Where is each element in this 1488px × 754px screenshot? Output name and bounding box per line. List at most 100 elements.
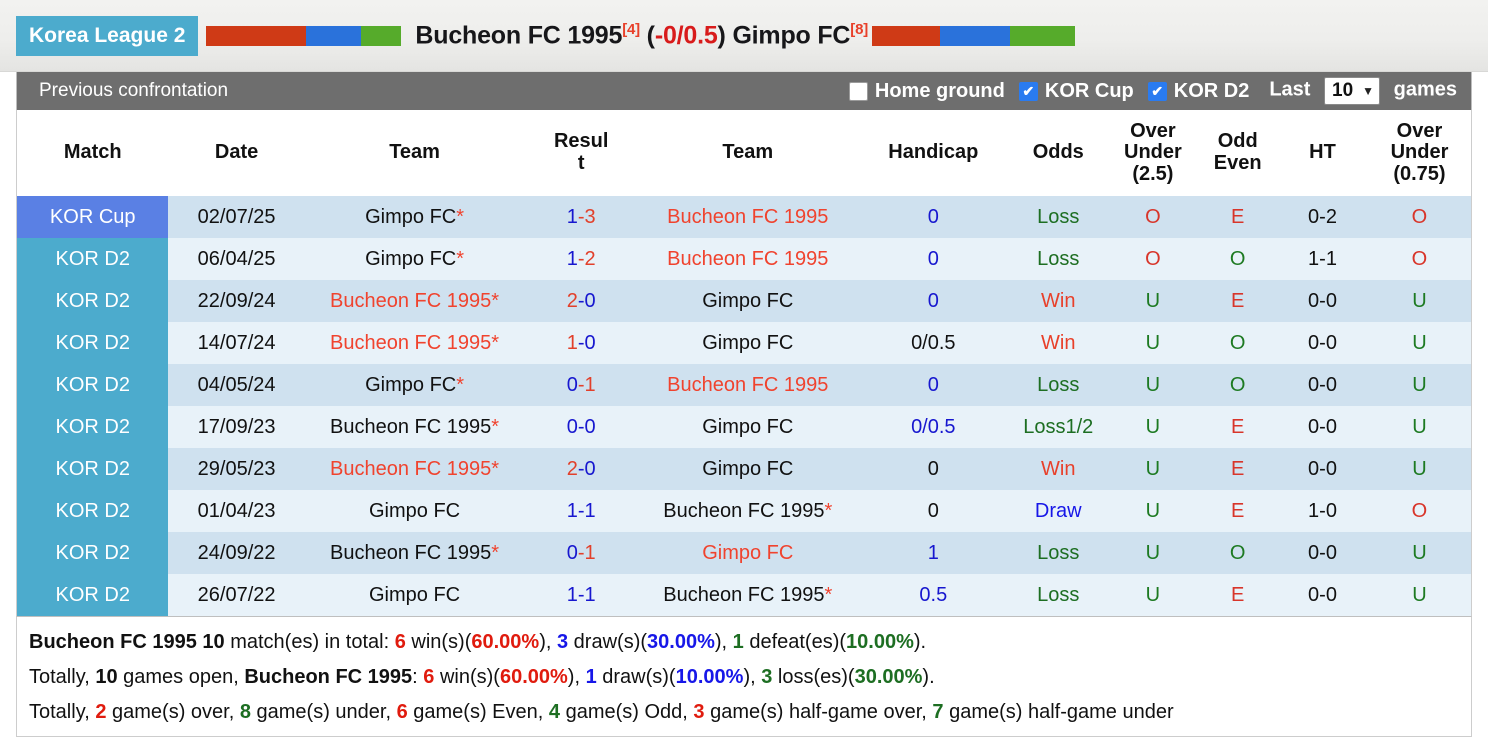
col-over-under-25[interactable]: Over Under (2.5) <box>1107 110 1199 196</box>
cell-match[interactable]: KOR D2 <box>17 280 169 322</box>
col-odds[interactable]: Odds <box>1009 110 1108 196</box>
cell-team-home[interactable]: Gimpo FC* <box>304 364 525 406</box>
cell-over-under-075: U <box>1367 364 1471 406</box>
filter-home-ground[interactable]: Home ground <box>848 80 1005 103</box>
cell-match[interactable]: KOR D2 <box>17 532 169 574</box>
cell-result[interactable]: 2-0 <box>524 448 638 490</box>
cell-result[interactable]: 1-0 <box>524 322 638 364</box>
table-row[interactable]: KOR D2 29/05/23 Bucheon FC 1995* 2-0 Gimpo F… <box>17 448 1471 490</box>
col-ou075-label-2: Under <box>1390 141 1449 164</box>
cell-result[interactable]: 1-3 <box>524 196 638 238</box>
cell-team-away[interactable]: Bucheon FC 1995* <box>637 574 858 616</box>
home-team-name: Gimpo FC <box>365 206 457 228</box>
cell-team-home[interactable]: Gimpo FC <box>304 490 525 532</box>
match-type-badge[interactable]: KOR D2 <box>17 490 169 532</box>
col-result[interactable]: Resul t <box>524 110 638 196</box>
col-team-away[interactable]: Team <box>637 110 858 196</box>
table-row[interactable]: KOR D2 14/07/24 Bucheon FC 1995* 1-0 Gimpo F… <box>17 322 1471 364</box>
col-ht[interactable]: HT <box>1277 110 1368 196</box>
odd-even-value: E <box>1231 584 1245 606</box>
kor-d2-checkbox-icon[interactable]: ✔ <box>1147 81 1167 101</box>
score-separator: - <box>577 584 585 606</box>
cell-result[interactable]: 0-1 <box>524 364 638 406</box>
cell-team-away[interactable]: Gimpo FC <box>637 448 858 490</box>
match-type-badge[interactable]: KOR D2 <box>17 364 169 406</box>
cell-team-home[interactable]: Bucheon FC 1995* <box>304 322 525 364</box>
league-badge[interactable]: Korea League 2 <box>16 15 199 56</box>
cell-ht: 0-0 <box>1277 448 1368 490</box>
table-row[interactable]: KOR D2 22/09/24 Bucheon FC 1995* 2-0 Gimpo F… <box>17 280 1471 322</box>
filter-kor-cup[interactable]: ✔ KOR Cup <box>1018 80 1134 103</box>
table-row[interactable]: KOR Cup 02/07/25 Gimpo FC* 1-3 Bucheon FC 19… <box>17 196 1471 238</box>
col-date[interactable]: Date <box>168 110 305 196</box>
match-type-badge[interactable]: KOR Cup <box>17 196 169 238</box>
cell-match[interactable]: KOR Cup <box>17 196 169 238</box>
match-date: 24/09/22 <box>197 542 276 564</box>
cell-team-home[interactable]: Gimpo FC* <box>304 238 525 280</box>
kor-cup-checkbox-icon[interactable]: ✔ <box>1018 81 1038 101</box>
col-handicap[interactable]: Handicap <box>857 110 1010 196</box>
cell-team-away[interactable]: Gimpo FC <box>637 322 858 364</box>
cell-match[interactable]: KOR D2 <box>17 406 169 448</box>
cell-team-home[interactable]: Gimpo FC <box>304 574 525 616</box>
games-count-select[interactable]: 10 ▼ <box>1324 77 1381 105</box>
table-row[interactable]: KOR D2 17/09/23 Bucheon FC 1995* 0-0 Gimpo F… <box>17 406 1471 448</box>
match-type-badge[interactable]: KOR D2 <box>17 238 169 280</box>
cell-match[interactable]: KOR D2 <box>17 364 169 406</box>
cell-result[interactable]: 0-1 <box>524 532 638 574</box>
cell-team-home[interactable]: Gimpo FC* <box>304 196 525 238</box>
filter-kor-d2[interactable]: ✔ KOR D2 <box>1147 80 1249 103</box>
col-match[interactable]: Match <box>17 110 169 196</box>
over-under-075-value: U <box>1412 374 1427 396</box>
cell-result[interactable]: 2-0 <box>524 280 638 322</box>
s2-t0: Totally, <box>29 666 96 688</box>
cell-team-away[interactable]: Bucheon FC 1995 <box>637 196 858 238</box>
match-type-badge[interactable]: KOR D2 <box>17 574 169 616</box>
cell-team-home[interactable]: Bucheon FC 1995* <box>304 532 525 574</box>
cell-team-home[interactable]: Bucheon FC 1995* <box>304 280 525 322</box>
cell-result[interactable]: 1-1 <box>524 490 638 532</box>
col-ou075-label-3: (0.75) <box>1393 162 1446 185</box>
col-match-label: Match <box>63 141 122 164</box>
cell-match[interactable]: KOR D2 <box>17 574 169 616</box>
col-odd-even[interactable]: Odd Even <box>1198 110 1278 196</box>
cell-match[interactable]: KOR D2 <box>17 322 169 364</box>
cell-match[interactable]: KOR D2 <box>17 490 169 532</box>
cell-result[interactable]: 0-0 <box>524 406 638 448</box>
table-row[interactable]: KOR D2 04/05/24 Gimpo FC* 0-1 Bucheon FC 199… <box>17 364 1471 406</box>
s1-t1: match(es) in total: <box>224 631 395 653</box>
match-type-badge[interactable]: KOR D2 <box>17 322 169 364</box>
match-type-badge[interactable]: KOR D2 <box>17 280 169 322</box>
match-type-badge[interactable]: KOR D2 <box>17 448 169 490</box>
odds-result: Loss <box>1037 374 1080 396</box>
cell-over-under-075: O <box>1367 490 1471 532</box>
table-row[interactable]: KOR D2 26/07/22 Gimpo FC 1-1 Bucheon FC 1995… <box>17 574 1471 616</box>
cell-result[interactable]: 1-1 <box>524 574 638 616</box>
home-ground-checkbox-icon[interactable] <box>848 81 868 101</box>
home-team-rank: [4] <box>622 20 640 38</box>
table-row[interactable]: KOR D2 01/04/23 Gimpo FC 1-1 Bucheon FC 1995… <box>17 490 1471 532</box>
col-team-home[interactable]: Team <box>304 110 525 196</box>
table-row[interactable]: KOR D2 24/09/22 Bucheon FC 1995* 0-1 Gimpo F… <box>17 532 1471 574</box>
cell-team-away[interactable]: Gimpo FC <box>637 406 858 448</box>
home-ground-star-icon: * <box>491 542 500 564</box>
home-ground-star-icon: * <box>456 248 465 270</box>
cell-team-away[interactable]: Gimpo FC <box>637 532 858 574</box>
cell-team-away[interactable]: Bucheon FC 1995* <box>637 490 858 532</box>
table-row[interactable]: KOR D2 06/04/25 Gimpo FC* 1-2 Bucheon FC 199… <box>17 238 1471 280</box>
score-away: 3 <box>584 206 596 228</box>
cell-result[interactable]: 1-2 <box>524 238 638 280</box>
away-team-name: Bucheon FC 1995 <box>667 248 829 270</box>
cell-team-home[interactable]: Bucheon FC 1995* <box>304 448 525 490</box>
cell-match[interactable]: KOR D2 <box>17 238 169 280</box>
over-under-075-value: U <box>1412 416 1427 438</box>
cell-match[interactable]: KOR D2 <box>17 448 169 490</box>
cell-team-away[interactable]: Gimpo FC <box>637 280 858 322</box>
cell-team-away[interactable]: Bucheon FC 1995 <box>637 238 858 280</box>
cell-team-home[interactable]: Bucheon FC 1995* <box>304 406 525 448</box>
match-type-badge[interactable]: KOR D2 <box>17 406 169 448</box>
col-over-under-075[interactable]: Over Under (0.75) <box>1367 110 1471 196</box>
home-team-name: Bucheon FC 1995 <box>330 458 492 480</box>
match-type-badge[interactable]: KOR D2 <box>17 532 169 574</box>
cell-team-away[interactable]: Bucheon FC 1995 <box>637 364 858 406</box>
